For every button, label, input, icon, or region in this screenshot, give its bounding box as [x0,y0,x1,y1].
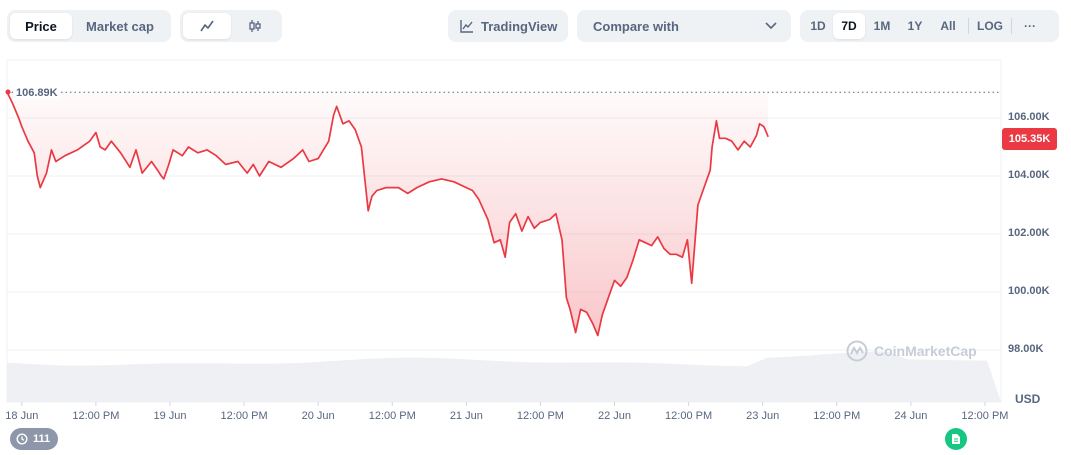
price-line [6,91,769,337]
x-tick-marks [21,402,986,406]
y-tick-label: 106.00K [1008,111,1050,123]
timeframe-1d[interactable]: 1D [810,19,826,33]
tradingview-label: TradingView [481,18,558,34]
tab-price[interactable]: Price [10,13,72,39]
line-chart-icon [200,20,214,32]
x-tick-label: 23 Jun [746,410,780,422]
view-toggle: Price Market cap [7,10,171,42]
x-tick-label: 12:00 PM [665,410,713,422]
log-scale-toggle[interactable]: LOG [977,19,1003,33]
timeframe-all[interactable]: All [940,19,956,33]
watermark: CoinMarketCap [846,340,977,362]
timeframe-1m[interactable]: 1M [873,19,891,33]
x-tick-label: 12:00 PM [813,410,861,422]
timeframe-7d[interactable]: 7D [833,13,865,39]
x-tick-label: 22 Jun [597,410,632,422]
y-tick-label: 98.00K [1008,343,1044,355]
x-tick-label: 12:00 PM [516,410,564,422]
document-icon [952,434,960,444]
trading-chart-icon [460,20,473,33]
events-count: 111 [33,433,51,445]
more-options-button[interactable]: ··· [1024,19,1036,33]
y-tick-label: 100.00K [1008,285,1050,297]
high-price-label: 106.89K [14,87,60,99]
compare-with-label: Compare with [593,18,679,34]
tab-market-cap[interactable]: Market cap [86,18,154,34]
x-tick-label: 20 Jun [301,410,335,422]
compare-with-dropdown[interactable]: Compare with [577,10,791,42]
coinmarketcap-logo-icon [846,340,868,362]
toolbar-divider [1011,18,1012,34]
x-tick-label: 12:00 PM [961,410,1009,422]
timeframe-1y[interactable]: 1Y [907,19,923,33]
candlestick-button[interactable] [231,13,279,39]
candlestick-icon [249,20,261,32]
volume-band [7,351,1001,402]
x-tick-label: 12:00 PM [72,410,120,422]
currency-label: USD [1015,392,1041,406]
timeframe-toggle: 1D 7D 1M 1Y All LOG ··· [800,10,1059,42]
x-tick-label: 21 Jun [449,410,483,422]
history-icon [16,433,28,445]
tradingview-button[interactable]: TradingView [448,10,568,42]
x-tick-label: 19 Jun [153,410,187,422]
chevron-down-icon [765,22,777,30]
events-badge[interactable]: 111 [10,428,59,450]
current-price-tag: 105.35K [1002,128,1057,150]
x-tick-label: 24 Jun [894,410,928,422]
x-tick-label: 18 Jun [5,410,39,422]
chart-type-toggle [180,10,282,42]
x-tick-label: 12:00 PM [220,410,268,422]
start-marker [5,89,11,95]
line-chart-button[interactable] [183,13,231,39]
x-tick-label: 12:00 PM [368,410,416,422]
watermark-text: CoinMarketCap [874,343,977,359]
y-tick-label: 104.00K [1008,169,1050,181]
toolbar-divider [968,18,969,34]
price-area [7,91,769,336]
news-marker[interactable] [945,428,967,450]
y-tick-label: 102.00K [1008,227,1050,239]
